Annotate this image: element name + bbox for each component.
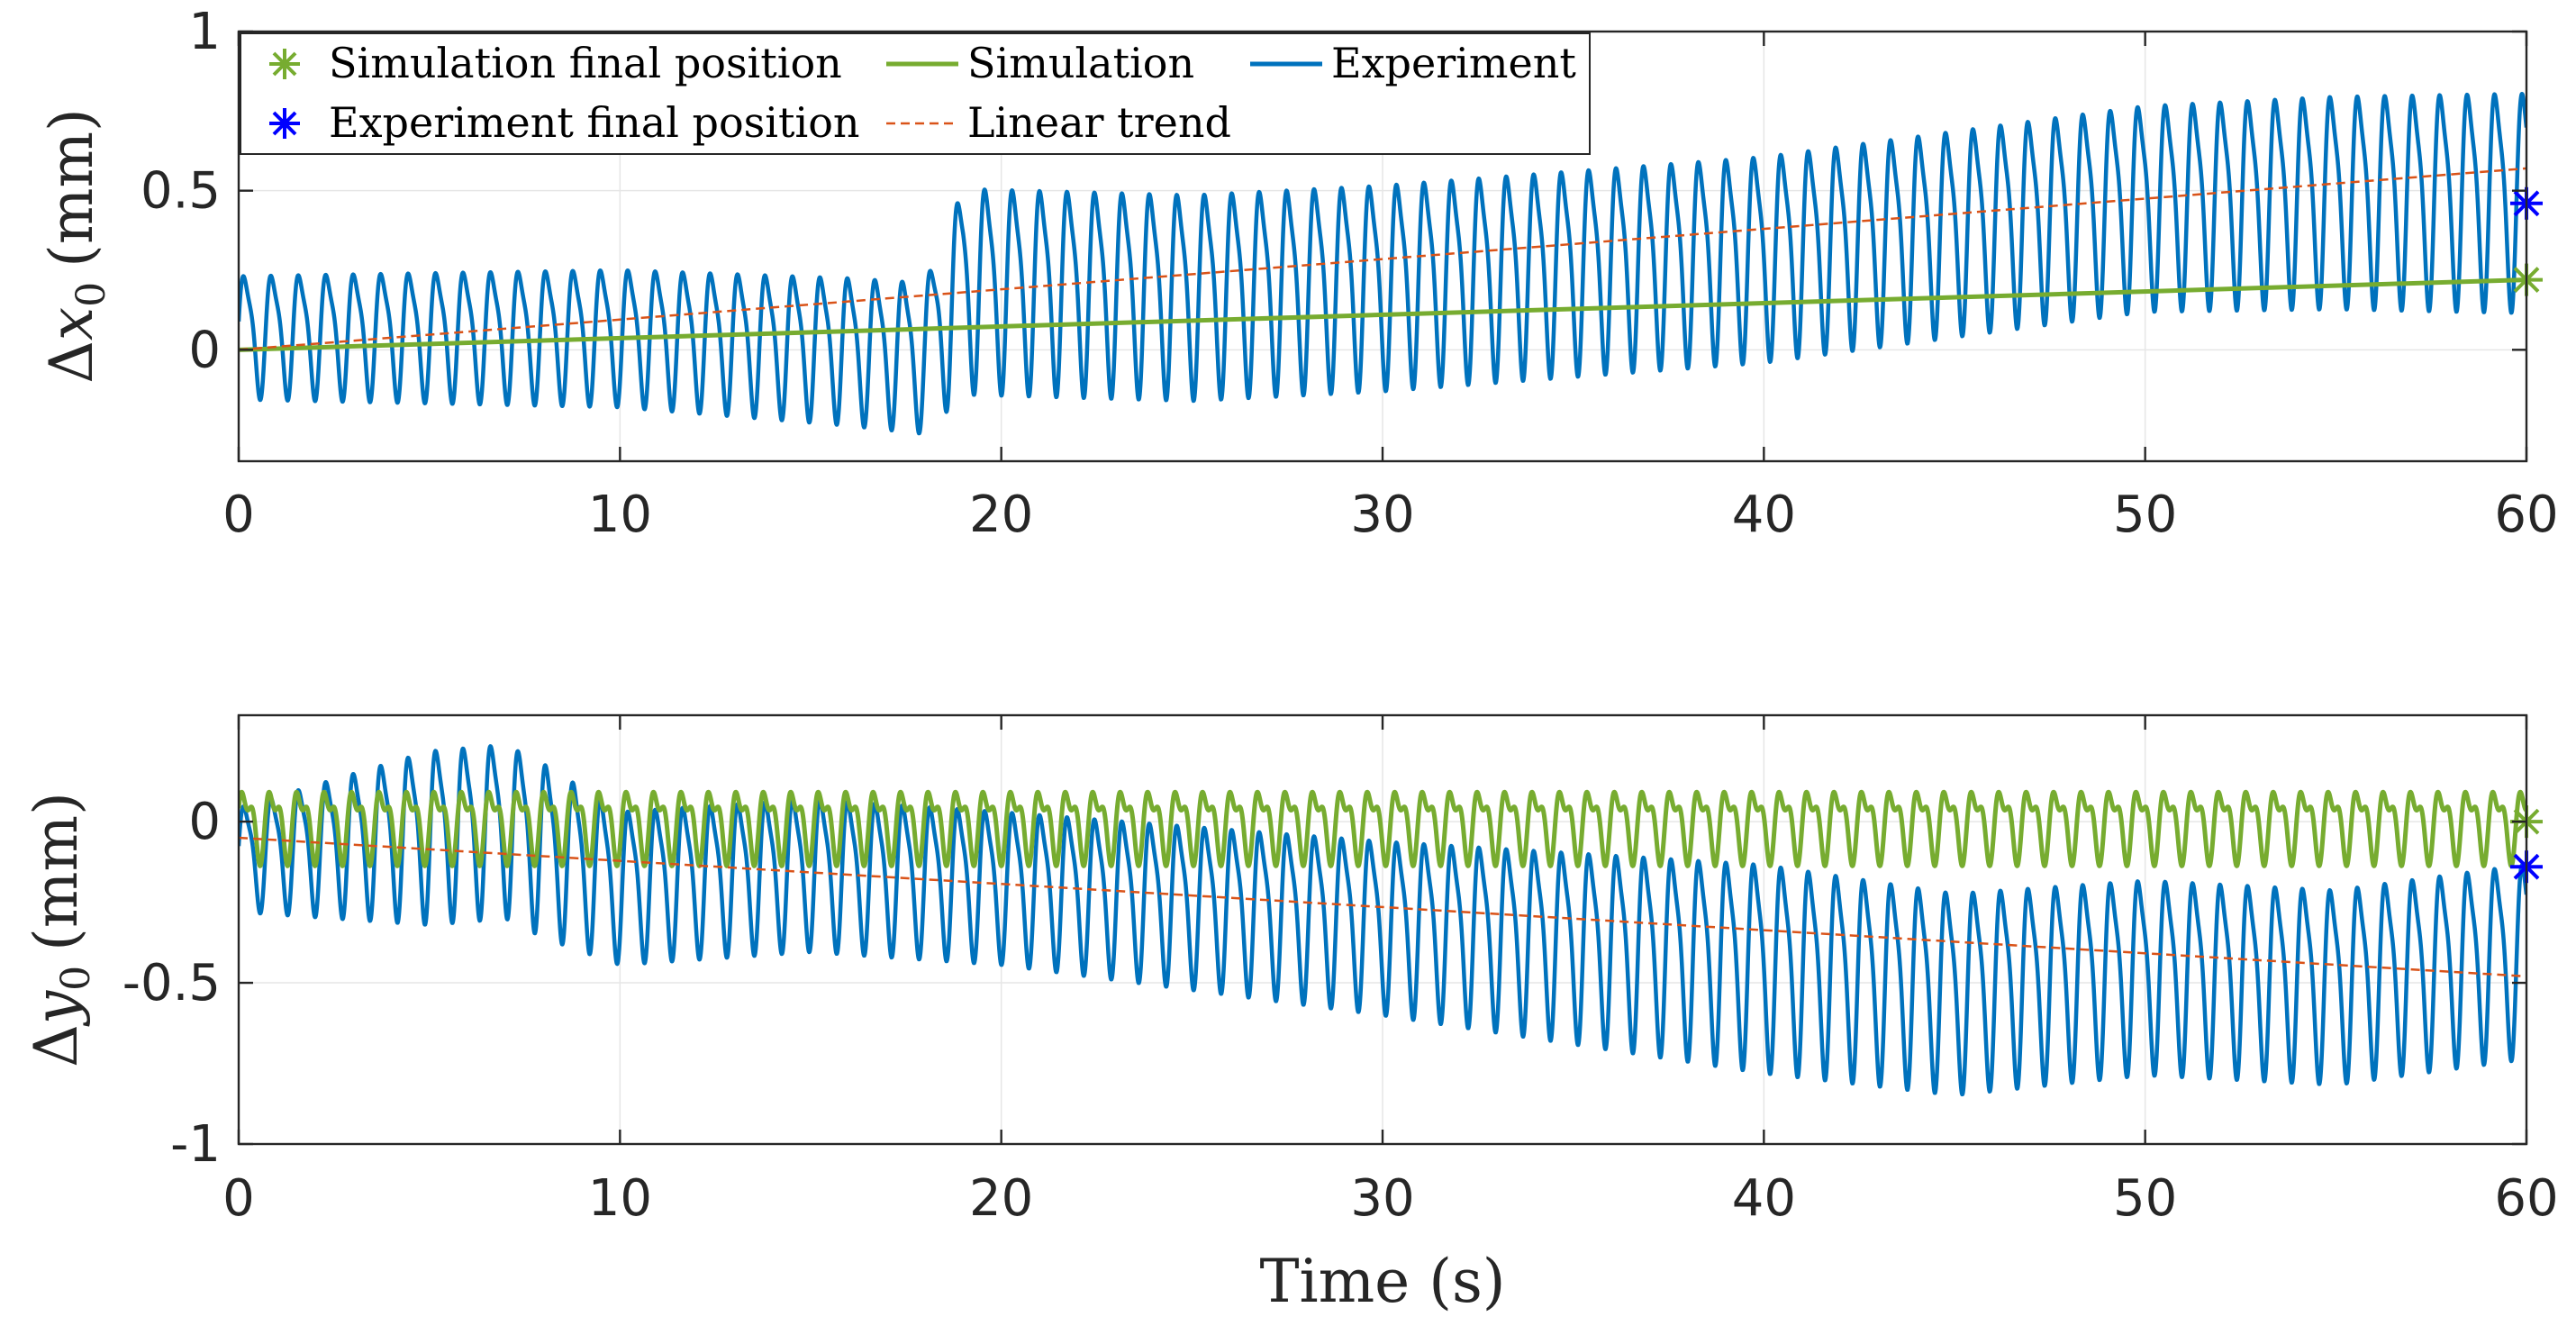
bottom-series <box>239 744 2526 1097</box>
legend-entry-linear-trend: Linear trend <box>886 98 1231 147</box>
bottom-ylabel: Δy0(mm) <box>22 792 99 1067</box>
legend-box <box>240 32 1591 155</box>
bot-xtick-label-40: 40 <box>1732 1169 1796 1228</box>
top-xtick-label-20: 20 <box>969 486 1033 544</box>
top-x-tick-labels: 0 10 20 30 40 50 60 <box>222 486 2558 544</box>
top-xtick-label-10: 10 <box>588 486 652 544</box>
legend-label-linear-trend: Linear trend <box>967 98 1231 147</box>
bot-ytick-label-1: -0.5 <box>122 954 221 1013</box>
bottom-y-tick-labels: -1 -0.5 0 <box>122 793 221 1174</box>
bottom-panel: 0 10 20 30 40 50 60 -1 -0.5 0 Δy0(mm) Time (s) <box>22 713 2559 1316</box>
top-series <box>239 91 2526 436</box>
top-series-experiment <box>239 91 2526 436</box>
legend-label-sim-final: Simulation final position <box>329 39 842 87</box>
legend-entry-experiment: Experiment <box>1250 39 1576 87</box>
bot-ytick-label-0: -1 <box>170 1115 221 1174</box>
x-axis-label: Time (s) <box>1259 1247 1505 1316</box>
legend: Simulation final position Simulation Exp… <box>240 32 1591 155</box>
top-panel: 0 10 20 30 40 50 60 00.51 Δx0(mm) Simulation f… <box>37 3 2559 544</box>
legend-label-simulation: Simulation <box>967 39 1194 87</box>
top-xtick-label-30: 30 <box>1350 486 1414 544</box>
top-ytick-label-1: 0.5 <box>141 162 221 221</box>
legend-asterisk-blue-icon <box>269 108 300 139</box>
legend-entry-sim-final: Simulation final position <box>269 39 842 87</box>
legend-entry-exp-final: Experiment final position <box>269 98 860 147</box>
legend-asterisk-green-icon <box>269 49 300 79</box>
bot-series-linear-trend <box>239 836 2526 978</box>
bot-series-experiment <box>239 744 2526 1097</box>
top-ytick-label-0: 0 <box>188 321 221 379</box>
top-ylabel: Δx0(mm) <box>37 108 114 384</box>
bot-xtick-label-10: 10 <box>588 1169 652 1228</box>
top-y-tick-labels: 00.51 <box>141 3 221 379</box>
legend-label-exp-final: Experiment final position <box>329 98 860 147</box>
bot-series-simulation <box>239 789 2526 868</box>
bot-xtick-label-20: 20 <box>969 1169 1033 1228</box>
top-series-linear-trend <box>239 167 2526 351</box>
top-xtick-label-0: 0 <box>222 486 255 544</box>
bottom-ticks <box>237 715 2528 1146</box>
legend-label-experiment: Experiment <box>1331 39 1576 87</box>
bot-xtick-label-0: 0 <box>222 1169 255 1228</box>
bottom-x-tick-labels: 0 10 20 30 40 50 60 <box>222 1169 2558 1228</box>
bot-xtick-label-60: 60 <box>2494 1169 2558 1228</box>
top-series-simulation <box>239 277 2526 352</box>
bot-xtick-label-50: 50 <box>2113 1169 2177 1228</box>
bot-xtick-label-30: 30 <box>1350 1169 1414 1228</box>
legend-entry-simulation: Simulation <box>886 39 1194 87</box>
bot-ytick-label-2: 0 <box>188 793 221 851</box>
top-xtick-label-50: 50 <box>2113 486 2177 544</box>
top-xtick-label-40: 40 <box>1732 486 1796 544</box>
top-ytick-label-2: 1 <box>188 3 221 61</box>
top-xtick-label-60: 60 <box>2494 486 2558 544</box>
